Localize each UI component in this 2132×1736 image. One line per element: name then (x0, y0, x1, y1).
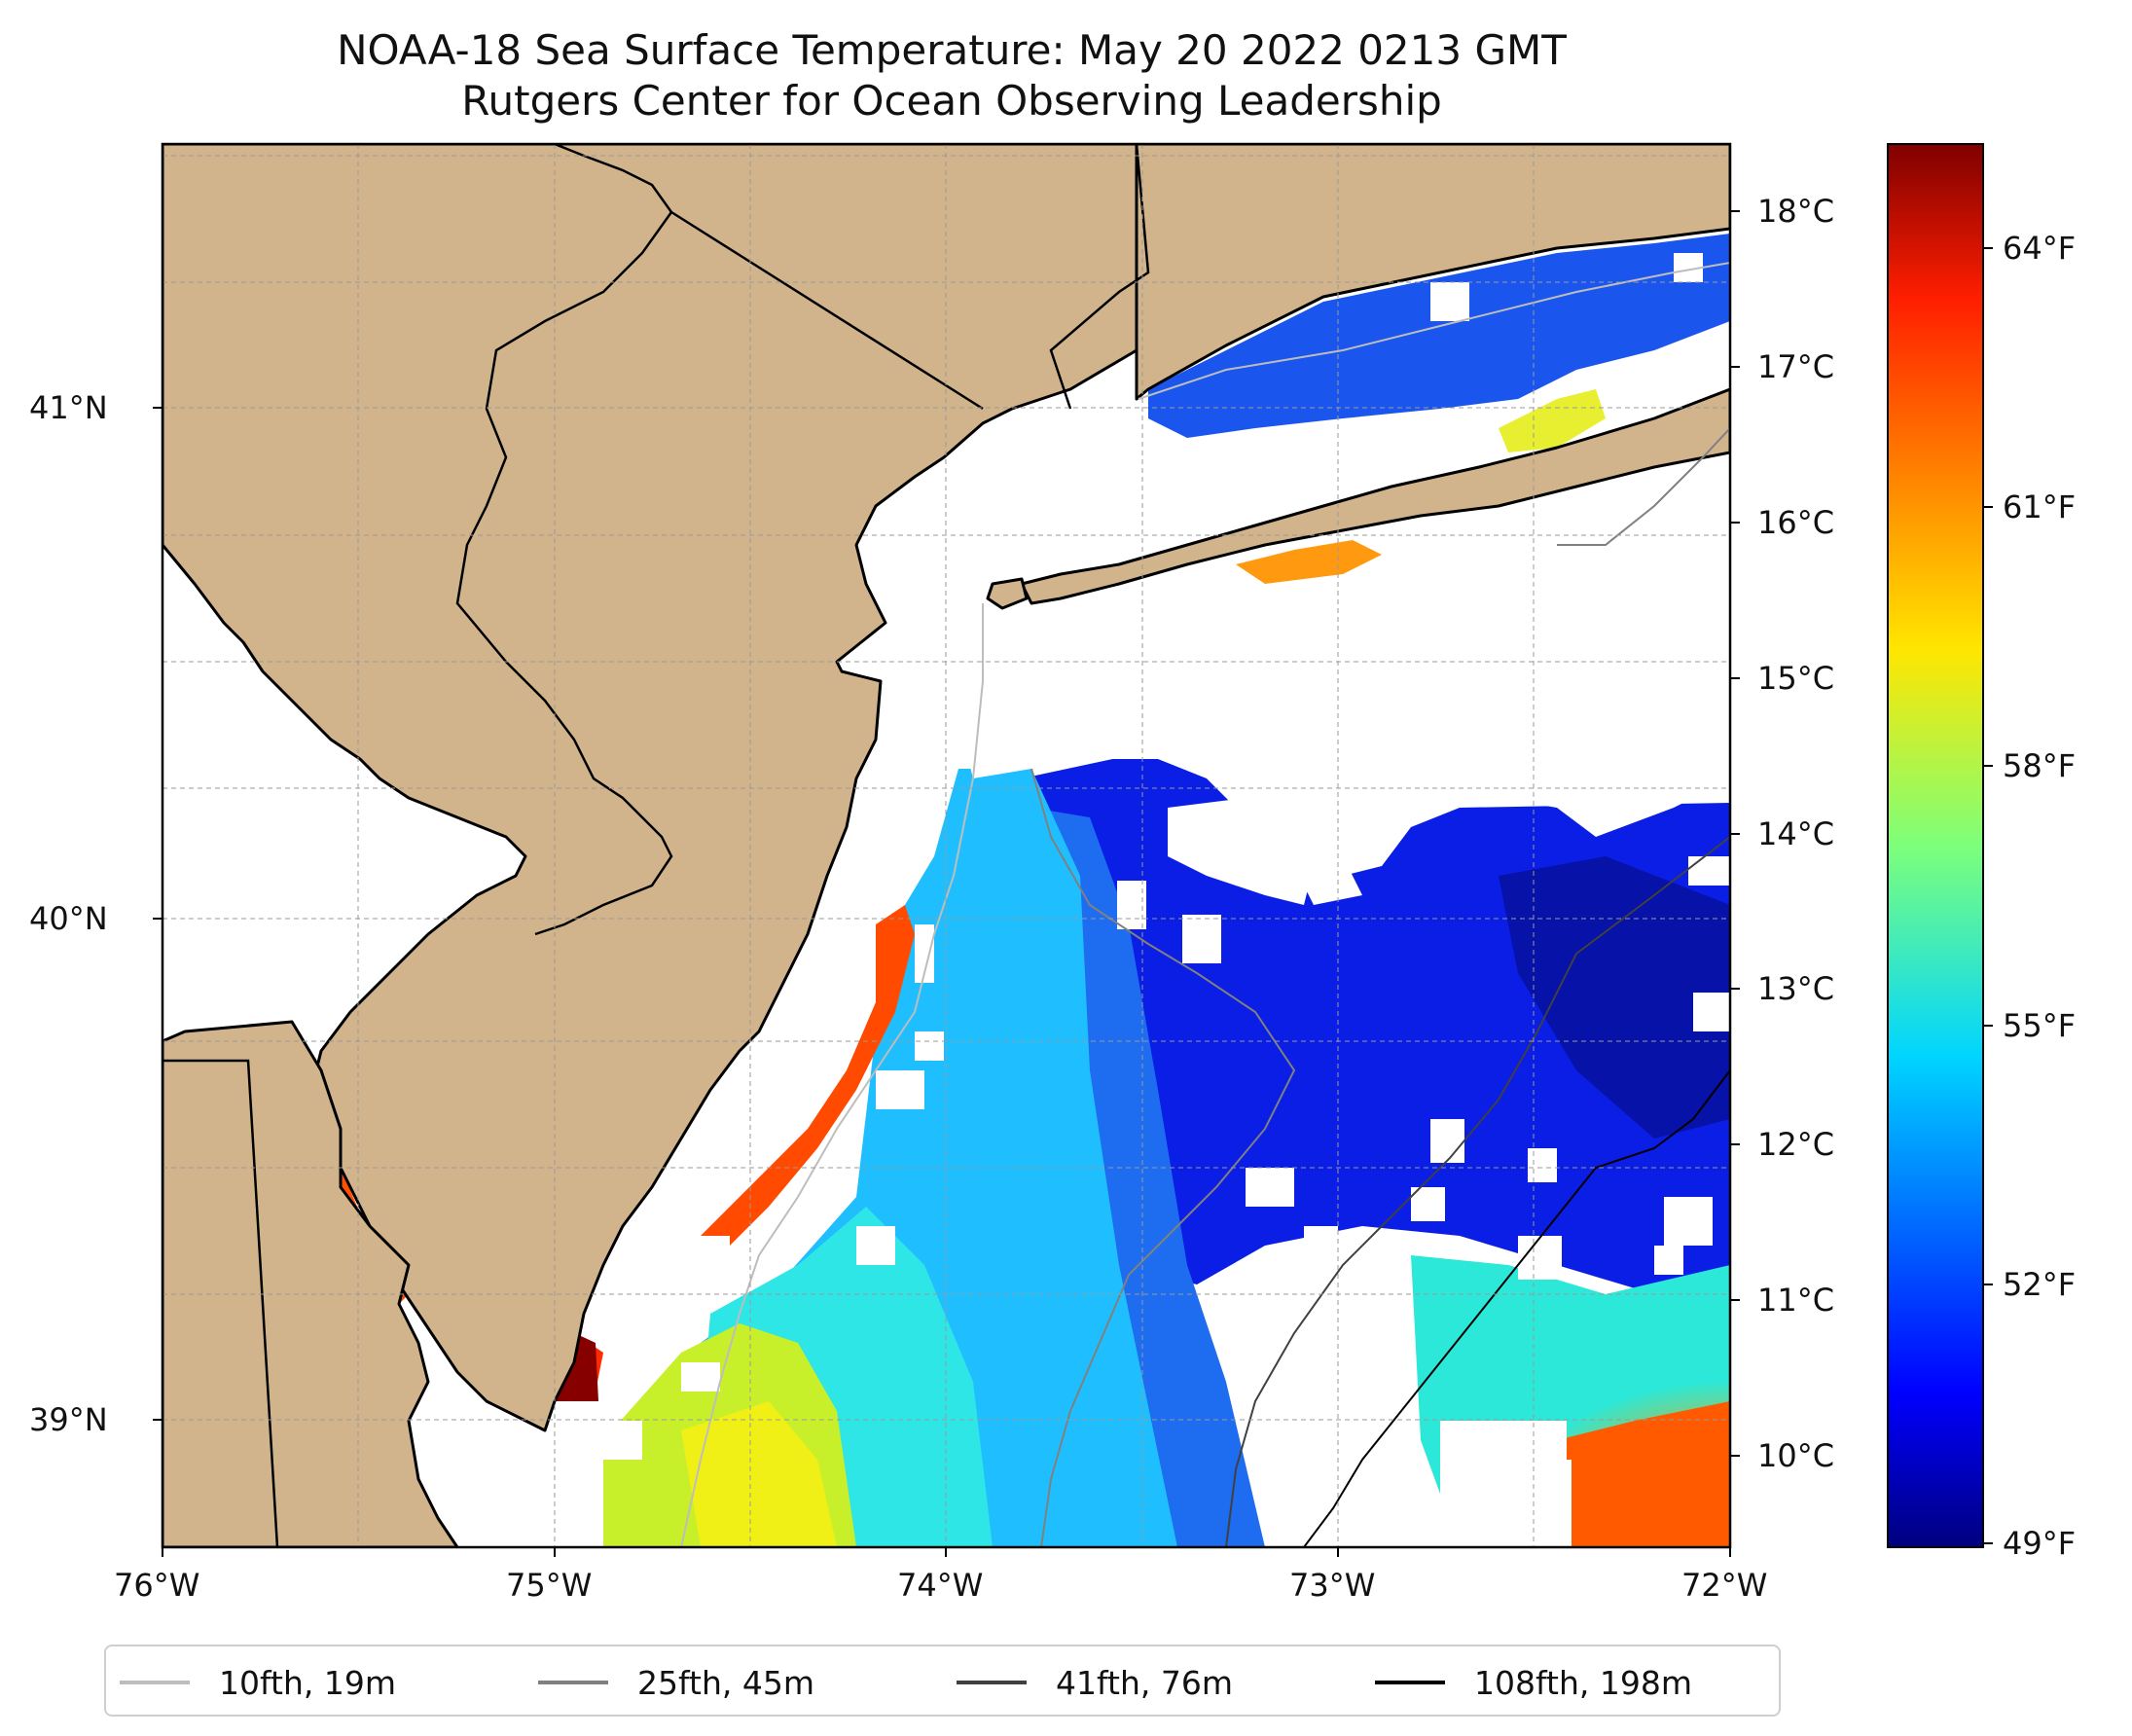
colorbar-ticks (1983, 247, 1993, 1544)
isobaths (680, 262, 1730, 1547)
legend-label: 41fth, 76m (1056, 1663, 1233, 1702)
sst-darkest-blue (1499, 856, 1730, 1139)
lat-tick-label: 40°N (29, 900, 108, 937)
land (163, 144, 1730, 1547)
sst-yellow-patch (681, 1401, 837, 1547)
gridlines (163, 144, 1730, 1547)
sst-long-island-sound (1148, 234, 1730, 438)
fahrenheit-tick-label: 58°F (2003, 747, 2077, 784)
celsius-tick-label: 13°C (1757, 970, 1835, 1007)
isobath-25fth (1030, 768, 1296, 1547)
land-long-island (1020, 387, 1730, 605)
celsius-tick-label: 18°C (1757, 193, 1835, 230)
isobath-legend: 10fth, 19m 25fth, 45m 41fth, 76m 108fth,… (104, 1645, 1781, 1717)
legend-item-41fth: 41fth, 76m (957, 1646, 1233, 1718)
lon-tick-label: 72°W (1681, 1567, 1768, 1604)
fahrenheit-tick-label: 61°F (2003, 488, 2077, 525)
lat-tick-label: 39°N (29, 1401, 108, 1438)
isobath-25fth-ls (1557, 427, 1730, 546)
colorbar (1887, 143, 1984, 1548)
celsius-tick-label: 12°C (1757, 1126, 1835, 1163)
legend-item-108fth: 108fth, 198m (1375, 1646, 1692, 1718)
lat-tick-label: 41°N (29, 389, 108, 426)
celsius-tick-label: 15°C (1757, 660, 1835, 697)
sst-sound-warm-spot (1499, 389, 1606, 452)
lon-tick-label: 76°W (114, 1567, 200, 1604)
isobath-108fth (1303, 1069, 1730, 1547)
sst-nj-shore-strip (701, 905, 915, 1255)
lon-tick-label: 73°W (1289, 1567, 1376, 1604)
axis-ticks (153, 210, 1740, 1557)
legend-label: 108fth, 198m (1474, 1663, 1692, 1702)
legend-line-icon (957, 1681, 1027, 1684)
fahrenheit-tick-label: 49°F (2003, 1525, 2077, 1562)
sst-field (311, 234, 1730, 1547)
celsius-tick-label: 16°C (1757, 504, 1835, 541)
land-new-jersey-pennsylvania (163, 144, 1138, 1432)
celsius-tick-label: 17°C (1757, 348, 1835, 385)
fahrenheit-tick-label: 55°F (2003, 1007, 2077, 1044)
isobath-41fth (1225, 836, 1730, 1547)
isobath-10fth (680, 603, 984, 1547)
legend-line-icon (538, 1681, 608, 1684)
legend-item-10fth: 10fth, 19m (120, 1646, 396, 1718)
land-connecticut (1135, 144, 1730, 401)
celsius-tick-label: 14°C (1757, 815, 1835, 852)
sst-south-shore-strip (1236, 540, 1382, 584)
land-staten-island (986, 577, 1029, 610)
legend-label: 10fth, 19m (219, 1663, 396, 1702)
celsius-tick-label: 11°C (1757, 1282, 1835, 1319)
legend-line-icon (120, 1681, 190, 1684)
lon-tick-label: 74°W (897, 1567, 984, 1604)
fahrenheit-tick-label: 52°F (2003, 1266, 2077, 1303)
map-subtitle: Rutgers Center for Ocean Observing Leade… (461, 77, 1442, 125)
lon-tick-label: 75°W (506, 1567, 593, 1604)
land-delmarva (163, 1020, 459, 1547)
legend-line-icon (1375, 1681, 1445, 1684)
sst-orange-southeast (1557, 1401, 1730, 1547)
isobath-10fth-ls (1138, 262, 1730, 400)
fahrenheit-tick-label: 64°F (2003, 230, 2077, 267)
legend-label: 25fth, 45m (637, 1663, 814, 1702)
legend-item-25fth: 25fth, 45m (538, 1646, 814, 1718)
celsius-tick-label: 10°C (1757, 1437, 1835, 1474)
map-title: NOAA-18 Sea Surface Temperature: May 20 … (337, 26, 1567, 74)
